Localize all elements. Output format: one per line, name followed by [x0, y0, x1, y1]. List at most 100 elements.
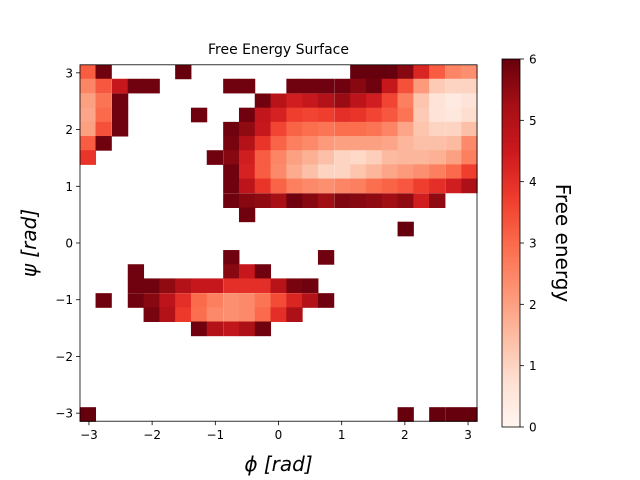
- heatmap-cell: [302, 164, 319, 180]
- heatmap-cell: [159, 278, 176, 294]
- heatmap-cell: [206, 321, 224, 337]
- heatmap-cell: [445, 64, 462, 80]
- heatmap-cell: [429, 164, 446, 180]
- heatmap-cell: [190, 307, 208, 322]
- heatmap-cell: [175, 293, 192, 308]
- heatmap-cell: [254, 107, 272, 123]
- heatmap-cell: [413, 64, 430, 80]
- heatmap-cell: [397, 93, 414, 109]
- heatmap-cell: [445, 178, 462, 194]
- heatmap-cell: [286, 178, 303, 194]
- heatmap-cell: [223, 278, 240, 294]
- x-tick-label: −2: [143, 428, 161, 442]
- colorbar-label: Free energy: [551, 184, 575, 303]
- heatmap-cell: [365, 193, 383, 208]
- heatmap-cell: [317, 150, 335, 165]
- heatmap-cell: [223, 136, 240, 151]
- heatmap-cell: [175, 64, 192, 80]
- heatmap-cell: [365, 93, 383, 109]
- heatmap-cell: [317, 250, 335, 265]
- heatmap-cell: [95, 121, 112, 137]
- heatmap-cell: [461, 150, 478, 165]
- colorbar-tick-label: 2: [529, 298, 537, 312]
- heatmap-cell: [238, 307, 256, 322]
- x-tick-label: −1: [206, 428, 224, 442]
- heatmap-cell: [334, 78, 351, 94]
- heatmap-cell: [429, 121, 446, 137]
- heatmap-cell: [223, 250, 240, 265]
- heatmap-cell: [429, 150, 446, 165]
- y-axis-label: ψ [rad]: [17, 209, 41, 277]
- heatmap-cell: [254, 178, 272, 194]
- heatmap-cell: [381, 164, 399, 180]
- heatmap-cell: [270, 150, 287, 165]
- heatmap-cell: [254, 121, 272, 137]
- heatmap-cell: [254, 193, 272, 208]
- heatmap-cell: [206, 278, 224, 294]
- heatmap-cell: [413, 78, 430, 94]
- heatmap-cell: [254, 293, 272, 308]
- heatmap-cell: [127, 278, 145, 294]
- heatmap-cell: [238, 193, 256, 208]
- heatmap-cell: [461, 78, 478, 94]
- heatmap-cell: [350, 178, 367, 194]
- heatmap-cell: [445, 121, 462, 137]
- heatmap-cell: [429, 193, 446, 208]
- heatmap-cell: [365, 78, 383, 94]
- heatmap-cell: [127, 78, 145, 94]
- heatmap-cell: [238, 264, 256, 279]
- heatmap-cell: [350, 93, 367, 109]
- heatmap-cell: [223, 78, 240, 94]
- heatmap-cell: [111, 93, 129, 109]
- heatmap-cell: [397, 193, 414, 208]
- heatmap-cell: [79, 121, 97, 137]
- heatmap-cell: [79, 64, 97, 80]
- x-tick-label: 0: [275, 428, 283, 442]
- heatmap-cell: [79, 407, 97, 422]
- x-axis-label: ϕ [rad]: [244, 452, 312, 476]
- heatmap-cell: [254, 278, 272, 294]
- heatmap-cell: [350, 150, 367, 165]
- heatmap-cell: [143, 307, 160, 322]
- heatmap-cell: [270, 193, 287, 208]
- heatmap-cell: [270, 136, 287, 151]
- heatmap-cell: [461, 121, 478, 137]
- heatmap-cell: [413, 93, 430, 109]
- heatmap-cell: [270, 178, 287, 194]
- heatmap-cell: [286, 93, 303, 109]
- heatmap-cell: [238, 164, 256, 180]
- heatmap-cell: [334, 150, 351, 165]
- heatmap-cell: [317, 78, 335, 94]
- heatmap-cell: [461, 164, 478, 180]
- colorbar-tick-label: 3: [529, 237, 537, 251]
- heatmap-cell: [413, 178, 430, 194]
- heatmap-cell: [445, 93, 462, 109]
- heatmap-cell: [223, 178, 240, 194]
- heatmap-cell: [445, 136, 462, 151]
- heatmap-cell: [381, 64, 399, 80]
- heatmap-cell: [238, 121, 256, 137]
- y-tick-label: 1: [65, 180, 73, 194]
- heatmap-cell: [238, 178, 256, 194]
- heatmap-cell: [302, 121, 319, 137]
- heatmap-cells: [79, 64, 478, 422]
- heatmap-cell: [317, 121, 335, 137]
- x-tick-label: 2: [401, 428, 409, 442]
- heatmap-cell: [223, 150, 240, 165]
- heatmap-cell: [397, 150, 414, 165]
- heatmap-cell: [397, 78, 414, 94]
- heatmap-cell: [334, 107, 351, 123]
- heatmap-cell: [79, 93, 97, 109]
- heatmap-cell: [238, 278, 256, 294]
- plot-area: −3 −2 −1 0 1 2 3 −3 −2 −1 0 1 2 3: [55, 64, 478, 442]
- heatmap-cell: [302, 93, 319, 109]
- heatmap-cell: [286, 107, 303, 123]
- heatmap-cell: [286, 136, 303, 151]
- heatmap-cell: [270, 278, 287, 294]
- heatmap-cell: [429, 136, 446, 151]
- heatmap-cell: [413, 164, 430, 180]
- heatmap-cell: [238, 107, 256, 123]
- heatmap-cell: [350, 136, 367, 151]
- heatmap-cell: [270, 293, 287, 308]
